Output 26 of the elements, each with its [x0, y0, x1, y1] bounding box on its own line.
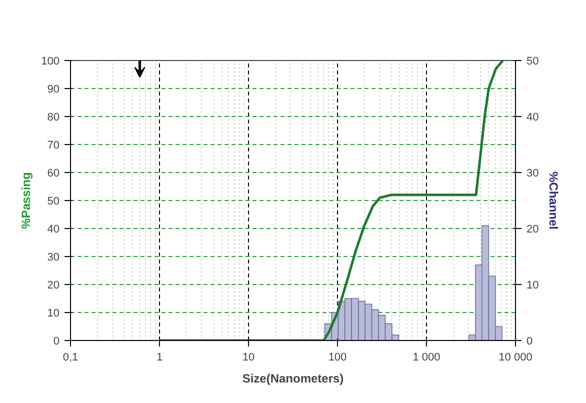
y-tick-label: 70 [47, 140, 60, 152]
y-tick-label: 90 [47, 84, 60, 96]
x-tick-label: 0,1 [62, 352, 78, 364]
x-axis-title: Size(Nanometers) [242, 372, 344, 386]
y2-tick-label: 40 [526, 112, 539, 124]
y2-axis-title: %Channel [546, 171, 561, 230]
x-tick-label: 10 [242, 352, 255, 364]
y-tick-label: 20 [47, 280, 60, 292]
y-axis-title: %Passing [19, 172, 34, 229]
y-tick-label: 40 [47, 224, 60, 236]
y-tick-label: 30 [47, 252, 60, 264]
y-tick-label: 10 [47, 308, 60, 320]
y-tick-label: 100 [41, 56, 60, 68]
y2-tick-label: 50 [526, 56, 539, 68]
y2-tick-label: 20 [526, 224, 539, 236]
y-tick-label: 50 [47, 196, 60, 208]
x-tick-label: 1 000 [412, 352, 440, 364]
y2-tick-label: 0 [526, 336, 533, 348]
y-tick-label: 60 [47, 168, 60, 180]
y2-tick-label: 30 [526, 168, 539, 180]
y-tick-label: 80 [47, 112, 60, 124]
y2-tick-label: 10 [526, 280, 539, 292]
y-tick-label: 0 [53, 336, 60, 348]
x-tick-label: 100 [328, 352, 347, 364]
x-tick-label: 10 000 [498, 352, 532, 364]
x-tick-label: 1 [156, 352, 163, 364]
